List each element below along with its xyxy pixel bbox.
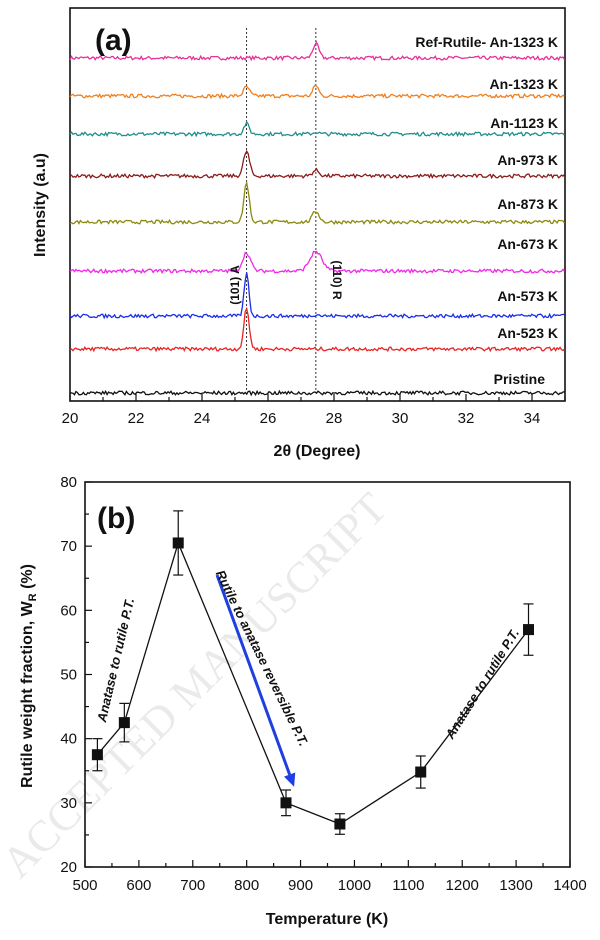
xrd-trace-3 <box>69 149 565 180</box>
x-tick-label: 1400 <box>553 877 586 894</box>
y-tick-label: 70 <box>60 538 77 555</box>
x-tick-label: 1300 <box>499 877 532 894</box>
x-tick-label: 34 <box>524 410 541 427</box>
xrd-trace-4 <box>69 180 566 225</box>
series-labels: Ref-Rutile- An-1323 K An-1323 K An-1123 … <box>415 34 558 387</box>
xrd-trace-8 <box>69 389 565 397</box>
panel-a-label: (a) <box>95 24 132 57</box>
arrow-head <box>284 772 296 787</box>
x-tick-label: 26 <box>260 410 277 427</box>
x-tick-label: 22 <box>128 410 145 427</box>
peak-label-rutile: (110) R <box>330 260 344 300</box>
x-tick-label: 900 <box>288 877 313 894</box>
x-tick-label: 800 <box>234 877 259 894</box>
data-point <box>172 537 184 549</box>
x-tick-label: 28 <box>326 410 343 427</box>
series-label-an-873: An-873 K <box>497 196 558 212</box>
xrd-traces <box>69 40 566 397</box>
x-tick-label: 600 <box>126 877 151 894</box>
xrd-trace-0 <box>69 40 566 62</box>
y-tick-label: 80 <box>60 474 77 491</box>
data-point <box>118 717 130 729</box>
x-tick-label: 1200 <box>446 877 479 894</box>
y-tick-label: 20 <box>60 859 77 876</box>
panel-b-label: (b) <box>97 502 135 535</box>
x-tick-label: 1000 <box>338 877 371 894</box>
series-label-an-673: An-673 K <box>497 236 558 252</box>
data-point <box>91 749 103 761</box>
peak-label-anatase: (101) A <box>228 265 242 305</box>
xrd-trace-7 <box>69 306 565 353</box>
panel-b-xlabel: Temperature (K) <box>266 911 388 928</box>
y-tick-label: 60 <box>60 602 77 619</box>
data-point <box>415 766 427 778</box>
panel-a-ylabel: Intensity (a.u) <box>32 153 49 257</box>
series-label-an-1123: An-1123 K <box>490 115 558 131</box>
panel-a-xrd-chart: 20 22 24 26 28 30 32 34 (a) 2θ (Degree) Intensi… <box>32 7 566 460</box>
series-label-an-523: An-523 K <box>497 325 558 341</box>
y-tick-label: 30 <box>60 795 77 812</box>
panel-b-ylabel: Rutile weight fraction, WR (%) <box>19 564 39 788</box>
series-label-ref-rutile-1323: Ref-Rutile- An-1323 K <box>415 34 558 50</box>
axis-ticks: 500 600 700 800 900 1000 1100 1200 1300 1400 20 30 4… <box>60 474 586 894</box>
xrd-trace-1 <box>69 84 565 100</box>
x-tick-label: 20 <box>62 410 79 427</box>
data-point <box>334 818 346 830</box>
panel-a-xlabel: 2θ (Degree) <box>274 443 361 460</box>
xrd-trace-2 <box>69 120 565 138</box>
data-series <box>91 510 535 835</box>
data-point <box>523 624 535 636</box>
series-label-pristine: Pristine <box>494 371 546 387</box>
annotation-anatase-to-rutile-1: Anatase to rutile P.T. <box>94 597 137 725</box>
x-tick-label: 500 <box>72 877 97 894</box>
annotation-anatase-to-rutile-2: Anatase to rutile P.T. <box>442 626 522 742</box>
xrd-trace-6 <box>69 272 565 320</box>
y-tick-label: 50 <box>60 667 77 684</box>
x-tick-label: 700 <box>180 877 205 894</box>
y-tick-label: 40 <box>60 731 77 748</box>
arrow-shaft <box>215 574 292 776</box>
x-tick-label: 30 <box>392 410 409 427</box>
panel-a-frame <box>69 7 566 402</box>
series-label-an-973: An-973 K <box>497 152 558 168</box>
series-label-an-1323: An-1323 K <box>490 76 558 92</box>
x-tick-label: 1100 <box>392 877 424 894</box>
xrd-trace-5 <box>69 250 566 275</box>
data-point <box>280 797 292 809</box>
arrow-reversible <box>215 574 296 787</box>
reference-lines <box>246 28 317 390</box>
series-label-an-573: An-573 K <box>497 288 558 304</box>
x-tick-label: 24 <box>194 410 211 427</box>
x-tick-label: 32 <box>458 410 475 427</box>
x-axis-ticks: 20 22 24 26 28 30 32 34 <box>62 394 566 427</box>
